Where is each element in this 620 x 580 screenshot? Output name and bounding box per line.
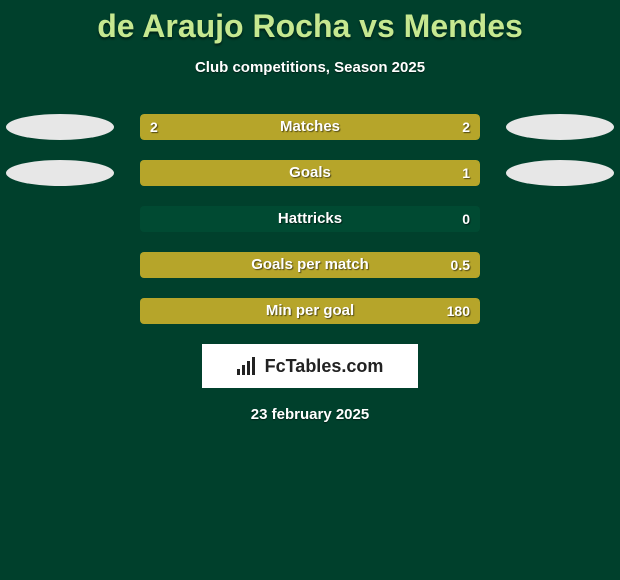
left-value: 2 (150, 114, 158, 140)
stat-label: Hattricks (278, 206, 342, 232)
stat-row: 0.5 Goals per match (0, 252, 620, 278)
right-value: 0 (462, 206, 470, 232)
right-value: 0.5 (451, 252, 470, 278)
page-title: de Araujo Rocha vs Mendes (0, 0, 620, 45)
left-ellipse (6, 160, 114, 186)
right-value: 180 (447, 298, 470, 324)
left-ellipse (6, 114, 114, 140)
stat-row: 0 Hattricks (0, 206, 620, 232)
stat-label: Min per goal (266, 298, 354, 324)
date-text: 23 february 2025 (0, 406, 620, 423)
stat-row: 1 Goals (0, 160, 620, 186)
subtitle: Club competitions, Season 2025 (0, 59, 620, 76)
logo-text: FcTables.com (265, 356, 384, 377)
stat-row: 2 2 Matches (0, 114, 620, 140)
stat-label: Goals per match (251, 252, 369, 278)
right-value: 1 (462, 160, 470, 186)
stat-row: 180 Min per goal (0, 298, 620, 324)
stat-label: Matches (280, 114, 340, 140)
stats-container: 2 2 Matches 1 Goals 0 Hattricks 0.5 Goals per ma… (0, 114, 620, 324)
right-ellipse (506, 160, 614, 186)
right-ellipse (506, 114, 614, 140)
fctables-logo: FcTables.com (202, 344, 418, 388)
bar-chart-icon (237, 357, 259, 375)
stat-label: Goals (289, 160, 331, 186)
right-value: 2 (462, 114, 470, 140)
